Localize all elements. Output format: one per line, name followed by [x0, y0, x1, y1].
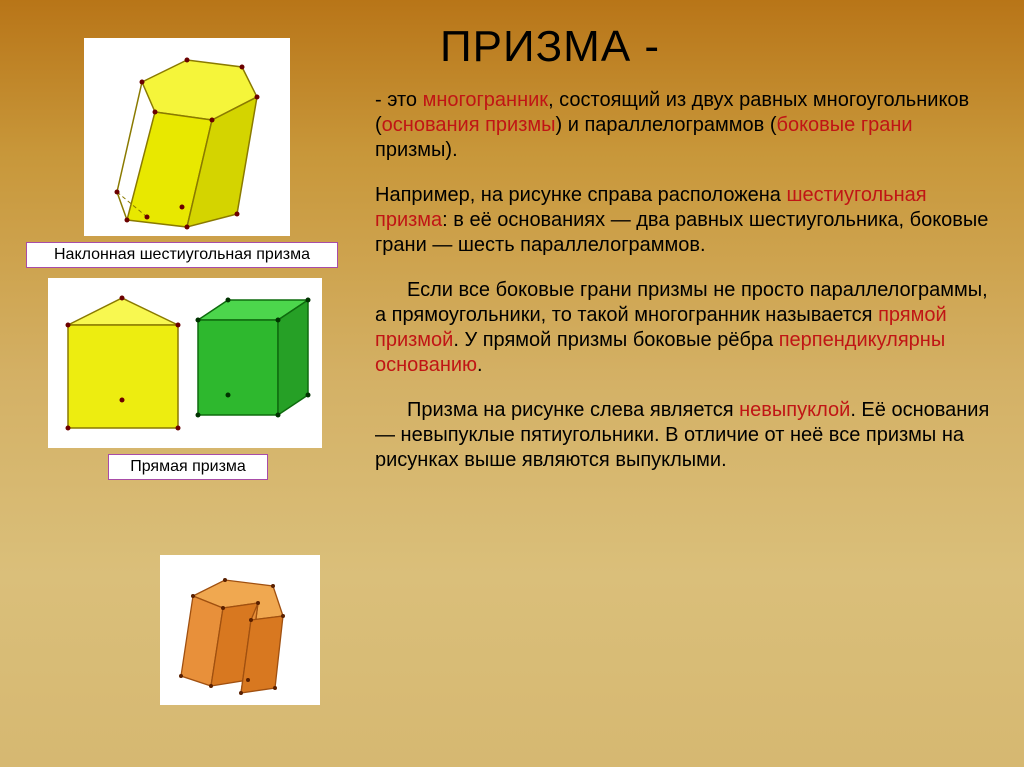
paragraph-right-prism: Если все боковые грани призмы не просто … [375, 278, 1000, 378]
nonconvex-prism-icon [163, 558, 317, 702]
page-title: ПРИЗМА - [440, 22, 660, 72]
straight-prisms-icon [50, 280, 320, 446]
text: ) и параллелограммов ( [556, 114, 777, 136]
left-column: Наклонная шестиугольная призма [20, 38, 360, 490]
caption-straight-prism: Прямая призма [108, 454, 268, 480]
text: . [477, 354, 483, 376]
paragraph-definition: - это многогранник, состоящий из двух ра… [375, 88, 1000, 163]
figure-hex-prism [84, 38, 290, 236]
paragraph-example: Например, на рисунке справа расположена … [375, 183, 1000, 258]
text: призмы). [375, 139, 458, 161]
hex-prism-icon [87, 42, 287, 232]
hl-nonconvex: невыпуклой [739, 399, 850, 421]
caption-hex-prism: Наклонная шестиугольная призма [26, 242, 338, 268]
text: - это [375, 89, 423, 111]
hl-bases: основания призмы [382, 114, 556, 136]
hl-lateral-faces: боковые грани [776, 114, 912, 136]
text: Призма на рисунке слева является [407, 399, 739, 421]
figure-straight-prisms [48, 278, 322, 448]
paragraph-nonconvex: Призма на рисунке слева является невыпук… [375, 398, 1000, 473]
text: : в её основаниях — два равных шестиугол… [375, 209, 988, 256]
text: . У прямой призмы боковые рёбра [453, 329, 778, 351]
figure-nonconvex-prism [160, 555, 320, 705]
right-column: - это многогранник, состоящий из двух ра… [375, 88, 1000, 493]
text: Например, на рисунке справа расположена [375, 184, 786, 206]
hl-polyhedron: многогранник [423, 89, 548, 111]
